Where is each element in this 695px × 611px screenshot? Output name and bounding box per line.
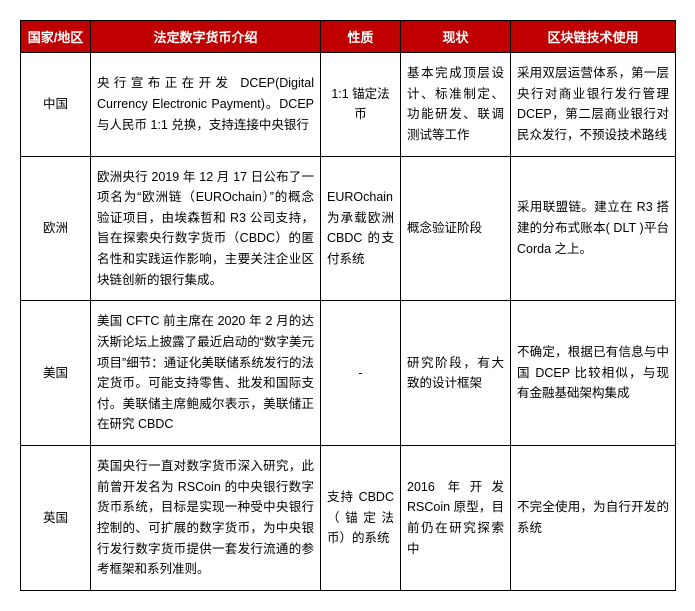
- cell-country: 美国: [21, 301, 91, 446]
- cell-tech: 不确定，根据已有信息与中国 DCEP 比较相似，与现有金融基础架构集成: [511, 301, 676, 446]
- table-row: 美国 美国 CFTC 前主席在 2020 年 2 月的达沃斯论坛上披露了最近启动…: [21, 301, 676, 446]
- cell-nature: 1:1 锚定法币: [321, 53, 401, 157]
- cell-country: 英国: [21, 446, 91, 591]
- cell-nature: 支持 CBDC（锚定法币）的系统: [321, 446, 401, 591]
- cell-intro: 美国 CFTC 前主席在 2020 年 2 月的达沃斯论坛上披露了最近启动的“数…: [91, 301, 321, 446]
- cell-tech: 采用双层运营体系，第一层央行对商业银行发行管理 DCEP，第二层商业银行对民众发…: [511, 53, 676, 157]
- cell-country: 欧洲: [21, 156, 91, 301]
- header-row: 国家/地区 法定数字货币介绍 性质 现状 区块链技术使用: [21, 21, 676, 53]
- col-header-intro: 法定数字货币介绍: [91, 21, 321, 53]
- table-row: 欧洲 欧洲央行 2019 年 12 月 17 日公布了一项名为“欧洲链（EURO…: [21, 156, 676, 301]
- cell-status: 概念验证阶段: [401, 156, 511, 301]
- cell-status: 2016 年开发 RSCoin 原型，目前仍在研究探索中: [401, 446, 511, 591]
- table-row: 中国 央行宣布正在开发 DCEP(Digital Currency Electr…: [21, 53, 676, 157]
- cell-intro: 欧洲央行 2019 年 12 月 17 日公布了一项名为“欧洲链（EUROcha…: [91, 156, 321, 301]
- cell-intro: 央行宣布正在开发 DCEP(Digital Currency Electroni…: [91, 53, 321, 157]
- cell-country: 中国: [21, 53, 91, 157]
- cell-status: 研究阶段，有大致的设计框架: [401, 301, 511, 446]
- cell-intro: 英国央行一直对数字货币深入研究，此前曾开发名为 RSCoin 的中央银行数字货币…: [91, 446, 321, 591]
- cell-tech: 不完全使用，为自行开发的系统: [511, 446, 676, 591]
- col-header-tech: 区块链技术使用: [511, 21, 676, 53]
- col-header-status: 现状: [401, 21, 511, 53]
- cell-nature: -: [321, 301, 401, 446]
- col-header-country: 国家/地区: [21, 21, 91, 53]
- cbdc-table: 国家/地区 法定数字货币介绍 性质 现状 区块链技术使用 中国 央行宣布正在开发…: [20, 20, 676, 591]
- col-header-nature: 性质: [321, 21, 401, 53]
- cell-status: 基本完成顶层设计、标准制定、功能研发、联调测试等工作: [401, 53, 511, 157]
- cell-tech: 采用联盟链。建立在 R3 搭建的分布式账本( DLT )平台 Corda 之上。: [511, 156, 676, 301]
- cell-nature: EUROchain 为承载欧洲 CBDC 的支付系统: [321, 156, 401, 301]
- table-row: 英国 英国央行一直对数字货币深入研究，此前曾开发名为 RSCoin 的中央银行数…: [21, 446, 676, 591]
